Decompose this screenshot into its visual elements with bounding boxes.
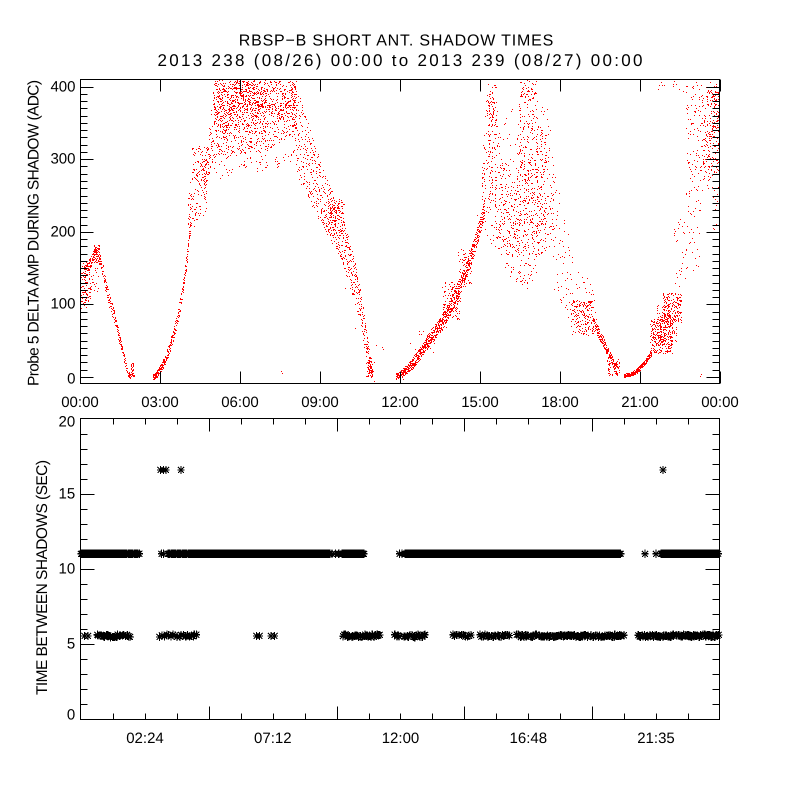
svg-text:10: 10 [59,560,76,577]
svg-text:16:48: 16:48 [510,730,548,747]
svg-text:18:00: 18:00 [541,394,579,411]
svg-text:0: 0 [67,371,75,388]
svg-text:12:00: 12:00 [382,730,420,747]
svg-text:21:00: 21:00 [621,394,659,411]
svg-text:03:00: 03:00 [141,394,179,411]
svg-text:09:00: 09:00 [301,394,339,411]
svg-text:5: 5 [67,635,75,652]
svg-text:15:00: 15:00 [461,394,499,411]
svg-text:15: 15 [59,485,76,502]
svg-text:Probe 5 DELTA AMP DURING SHADO: Probe 5 DELTA AMP DURING SHADOW (ADC) [25,80,42,386]
svg-text:0: 0 [67,706,75,723]
svg-text:00:00: 00:00 [701,394,739,411]
svg-text:100: 100 [50,295,75,312]
svg-text:20: 20 [59,413,76,430]
svg-text:06:00: 06:00 [221,394,259,411]
svg-text:RBSP−B SHORT ANT. SHADOW TIMES: RBSP−B SHORT ANT. SHADOW TIMES [239,33,554,50]
svg-text:21:35: 21:35 [637,730,675,747]
svg-text:00:00: 00:00 [61,394,99,411]
svg-text:07:12: 07:12 [254,730,292,747]
svg-text:12:00: 12:00 [381,394,419,411]
svg-text:300: 300 [50,150,75,167]
svg-text:02:24: 02:24 [126,730,164,747]
svg-text:2013 238 (08/26) 00:00 to 2013: 2013 238 (08/26) 00:00 to 2013 239 (08/2… [158,51,643,70]
svg-text:400: 400 [50,78,75,95]
svg-text:200: 200 [50,223,75,240]
svg-text:TIME BETWEEN SHADOWS (SEC): TIME BETWEEN SHADOWS (SEC) [34,460,51,695]
